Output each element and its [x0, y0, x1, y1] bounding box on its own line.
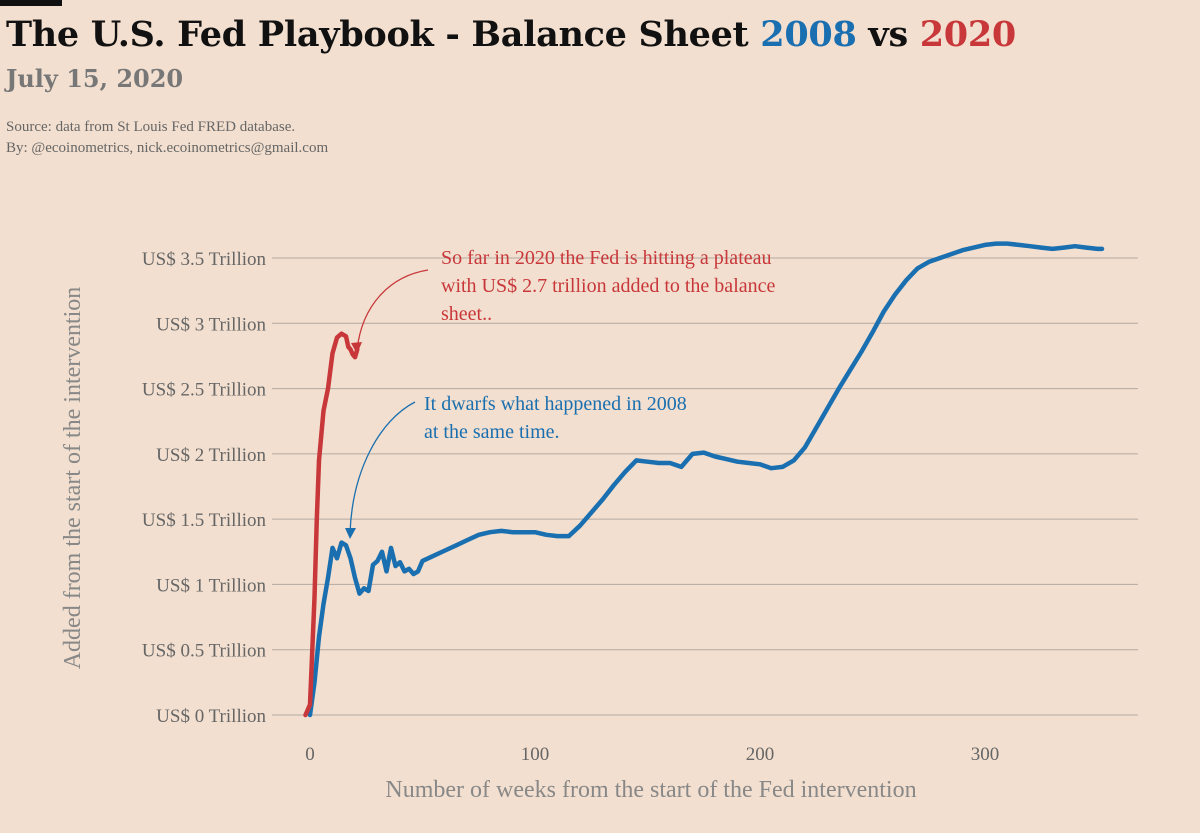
x-tick-label: 300 [971, 744, 1000, 765]
x-tick-label: 0 [305, 744, 315, 765]
y-tick-label: US$ 0 Trillion [156, 706, 266, 727]
title-year-2008: 2008 [760, 14, 857, 55]
annotation-2008-line: at the same time. [424, 421, 560, 443]
y-tick-label: US$ 1.5 Trillion [142, 510, 267, 531]
annotation-2008-line: It dwarfs what happened in 2008 [424, 393, 687, 415]
corner-mark [0, 0, 62, 6]
annotation-2020-line: So far in 2020 the Fed is hitting a plat… [441, 247, 772, 269]
x-axis-title: Number of weeks from the start of the Fe… [385, 777, 916, 803]
series-line-2008 [307, 241, 1105, 718]
annotation-arrow-2020 [356, 269, 429, 351]
annotation-2020-line: sheet.. [441, 303, 492, 325]
annotation-arrow-2008 [349, 401, 416, 535]
annotation-2008: It dwarfs what happened in 2008 at the s… [424, 393, 692, 443]
title-vs: vs [856, 14, 920, 55]
series-line-2020 [303, 331, 360, 718]
annotation-arrowhead-2020 [351, 342, 362, 354]
y-tick-label: US$ 2.5 Trillion [142, 380, 267, 401]
y-tick-label: US$ 0.5 Trillion [142, 641, 267, 662]
y-tick-label: US$ 3 Trillion [156, 314, 266, 335]
y-tick-label: US$ 1 Trillion [156, 575, 266, 596]
y-tick-label: US$ 2 Trillion [156, 445, 266, 466]
series-lines [303, 241, 1105, 718]
annotation-2020-line: with US$ 2.7 trillion added to the balan… [441, 275, 775, 297]
grid-lines [272, 257, 1138, 716]
source-line: Source: data from St Louis Fed FRED data… [6, 119, 296, 135]
chart-title: The U.S. Fed Playbook - Balance Sheet 20… [6, 14, 1016, 55]
y-tick-label: US$ 3.5 Trillion [142, 249, 267, 270]
annotation-2020: So far in 2020 the Fed is hitting a plat… [441, 247, 780, 325]
annotations: So far in 2020 the Fed is hitting a plat… [345, 247, 780, 539]
chart-date: July 15, 2020 [6, 64, 184, 93]
y-axis-title: Added from the start of the intervention [60, 287, 86, 670]
author-line: By: @ecoinometrics, nick.ecoinometrics@g… [6, 140, 329, 156]
x-tick-label: 200 [746, 744, 775, 765]
annotation-arrowhead-2008 [345, 528, 356, 539]
x-axis-ticks: 0 100 200 300 [305, 744, 999, 765]
source-block: Source: data from St Louis Fed FRED data… [6, 117, 328, 159]
title-year-2020: 2020 [919, 14, 1017, 55]
title-prefix: The U.S. Fed Playbook - Balance Sheet [6, 14, 761, 55]
x-tick-label: 100 [521, 744, 550, 765]
y-axis-ticks: US$ 0 Trillion US$ 0.5 Trillion US$ 1 Tril… [142, 249, 267, 727]
